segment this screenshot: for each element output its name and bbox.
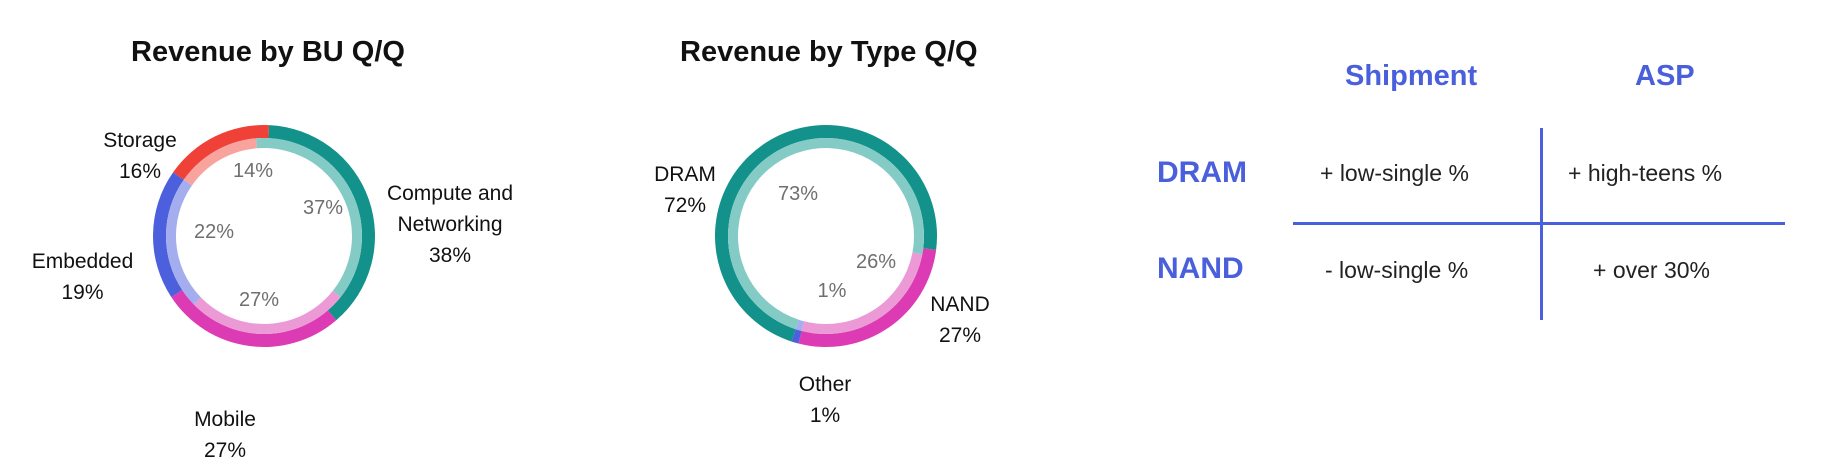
bu-inner-slice-2 — [193, 290, 341, 334]
type-outer-slice-1 — [798, 248, 937, 347]
bu-inner-label-1: 37% — [303, 197, 343, 219]
bu-outer-slice-0 — [173, 125, 270, 180]
type-inner-label-2: 1% — [818, 280, 847, 302]
bu-outer-slice-1 — [268, 125, 375, 321]
type-label-other: Other 1% — [798, 373, 852, 427]
type-label-nand: NAND 27% — [930, 293, 990, 347]
bu-inner-label-2: 27% — [239, 289, 279, 311]
bu-label-embedded: Embedded 19% — [31, 250, 134, 304]
bu-outer-slice-2 — [171, 289, 337, 347]
bu-inner-label-0: 14% — [233, 160, 273, 182]
bu-inner-slice-3 — [166, 179, 201, 305]
bu-donut-chart: 14% 37% 27% 22% — [153, 125, 375, 347]
table-cell-nand-shipment: - low-single % — [1325, 257, 1469, 283]
bu-inner-slice-1 — [256, 138, 362, 298]
table-cell-dram-shipment: + low-single % — [1320, 160, 1469, 186]
type-label-dram: DRAM 72% — [654, 163, 716, 217]
table-row-nand-label: NAND — [1157, 252, 1244, 285]
bu-outer-slice-3 — [153, 172, 184, 298]
type-chart-title: Revenue by Type Q/Q — [680, 36, 978, 68]
table-header-shipment: Shipment — [1345, 60, 1478, 92]
bu-inner-slice-0 — [183, 138, 257, 186]
table-header-asp: ASP — [1635, 60, 1695, 92]
bu-inner-label-3: 22% — [194, 221, 234, 243]
bu-label-storage: Storage 16% — [103, 129, 177, 183]
type-donut-chart: 73% 26% 1% — [715, 124, 937, 347]
table-row-dram-label: DRAM — [1157, 156, 1247, 189]
table-cell-dram-asp: + high-teens % — [1568, 160, 1723, 186]
table-cell-nand-asp: + over 30% — [1593, 257, 1710, 283]
bu-chart-title: Revenue by BU Q/Q — [131, 36, 405, 68]
table-horizontal-divider — [1293, 222, 1785, 225]
type-outer-slice-2 — [791, 329, 802, 344]
type-inner-label-1: 26% — [856, 251, 896, 273]
type-inner-slice-2 — [795, 319, 805, 331]
type-inner-slice-1 — [801, 252, 923, 334]
bu-label-compute: Compute and Networking 38% — [386, 182, 514, 267]
type-inner-label-0: 73% — [778, 183, 818, 205]
